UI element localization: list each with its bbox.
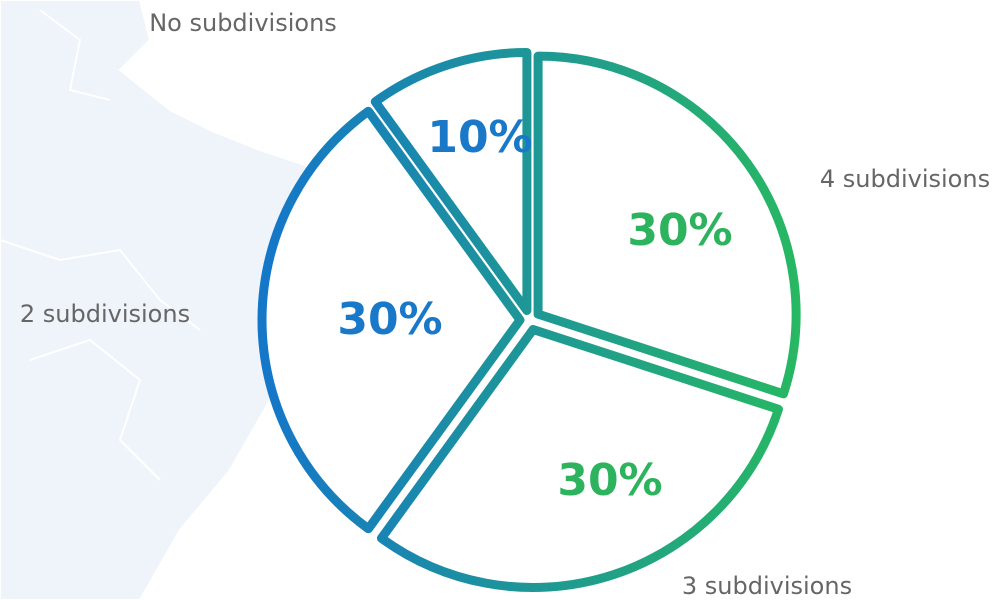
pie-slice — [257, 106, 525, 534]
pie — [257, 47, 801, 592]
pie-slice — [533, 51, 801, 399]
category-label: 2 subdivisions — [20, 300, 190, 328]
value-label: 30% — [337, 294, 442, 345]
category-label: 4 subdivisions — [820, 165, 990, 193]
value-label: 30% — [557, 455, 662, 506]
value-label: 30% — [627, 205, 732, 256]
value-label: 10% — [427, 112, 532, 163]
category-label: 3 subdivisions — [682, 572, 852, 600]
pie-slice — [376, 325, 783, 592]
background-map — [0, 0, 352, 600]
category-label: No subdivisions — [149, 9, 337, 37]
pie-slice — [370, 47, 532, 315]
